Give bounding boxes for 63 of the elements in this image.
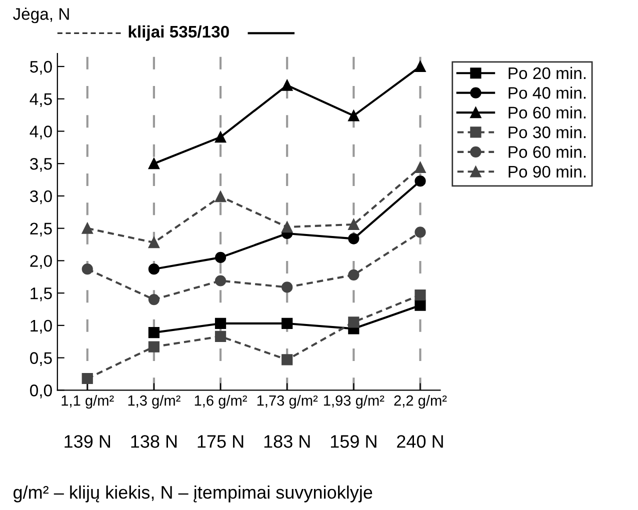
legend-label: Po 20 min. — [508, 66, 586, 80]
y-tick-label: 3,5 — [30, 158, 52, 172]
point — [414, 162, 426, 174]
point — [348, 316, 360, 328]
point — [282, 221, 293, 233]
x-tick-label: 1,3 g/m² — [128, 395, 180, 409]
text: 183 N — [264, 435, 310, 448]
y-tick-label: 1,0 — [30, 320, 52, 334]
point — [348, 218, 360, 230]
legend-label: Po 40 min. — [508, 86, 586, 99]
text: 240 N — [397, 435, 443, 448]
x-axis-title: g/m² – klijų kiekis, N – įtempimai suvynioklyje — [14, 486, 372, 502]
y-tick-label: 4,0 — [30, 126, 52, 140]
point — [348, 269, 360, 280]
legend-label: Po 60 min. — [508, 146, 586, 158]
x-tick-label: 1,1 g/m² — [62, 395, 114, 409]
point — [148, 264, 160, 275]
text: 139 N — [64, 435, 110, 448]
y-tick-label: 2,5 — [30, 222, 52, 236]
point — [148, 326, 160, 338]
point — [414, 176, 426, 187]
x-tick-label: 2,2 g/m² — [394, 395, 447, 409]
point — [282, 80, 293, 91]
point — [214, 275, 226, 286]
legend-label: Po 30 min. — [508, 126, 586, 138]
point — [82, 222, 93, 234]
point — [414, 300, 426, 311]
point — [282, 282, 293, 293]
y-tick-label: 4,5 — [30, 93, 52, 108]
x-tick-label: 1,73 g/m² — [257, 395, 318, 409]
point — [214, 191, 226, 202]
legend-label: Po 60 min. — [508, 106, 586, 119]
point — [82, 372, 93, 384]
chart-title: klijai 535/130 — [128, 25, 229, 41]
point — [148, 158, 160, 170]
point — [214, 131, 226, 143]
x-tick-label: 1,93 g/m² — [324, 395, 384, 409]
y-tick-label: 5,0 — [30, 60, 52, 75]
point — [282, 354, 293, 366]
y-tick-label: 3,0 — [30, 190, 52, 204]
point — [282, 318, 293, 330]
point — [148, 294, 160, 306]
y-axis-title: Jėga, N — [13, 8, 69, 24]
point — [214, 318, 226, 330]
point — [414, 226, 426, 238]
point — [414, 289, 426, 301]
y-tick-label: 2,0 — [30, 255, 52, 269]
point — [214, 330, 226, 342]
point — [214, 252, 226, 264]
y-tick-label: 1,5 — [30, 288, 52, 302]
point — [148, 237, 160, 248]
point — [414, 60, 426, 72]
y-tick-label: 0,0 — [30, 384, 52, 398]
point — [82, 264, 93, 275]
point — [348, 110, 360, 122]
text: 175 N — [198, 435, 244, 448]
point — [348, 233, 360, 244]
text: 138 N — [131, 435, 177, 448]
legend-label: Po 90 min. — [508, 165, 586, 178]
y-tick-label: 0,5 — [30, 352, 52, 366]
x-tick-label: 1,6 g/m² — [194, 395, 247, 409]
point — [148, 341, 160, 352]
text: 159 N — [330, 435, 376, 448]
